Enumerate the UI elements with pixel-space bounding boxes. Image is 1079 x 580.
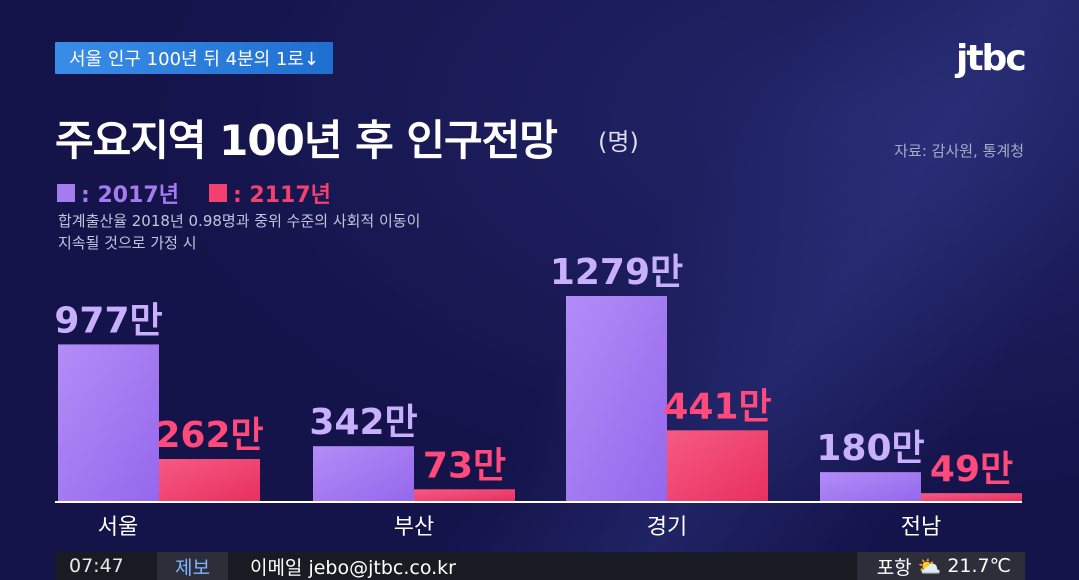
legend-swatch-2017 xyxy=(57,184,75,202)
data-label-2117-0: 262만 xyxy=(155,415,263,456)
data-label-2017-0: 977만 xyxy=(54,300,162,341)
category-label-3: 전남 xyxy=(901,515,941,540)
data-label-2017-2: 1279만 xyxy=(550,252,683,293)
data-label-2117-1: 73만 xyxy=(423,445,506,486)
category-label-1: 부산 xyxy=(394,515,434,540)
bar-2017-3 xyxy=(820,472,921,501)
legend-swatch-2117 xyxy=(208,184,227,202)
unit-label: (명) xyxy=(598,128,639,156)
weather-city: 포항 xyxy=(876,556,912,579)
category-label-0: 서울 xyxy=(98,515,138,540)
data-label-2117-2: 441만 xyxy=(663,386,771,427)
bar-2017-1 xyxy=(313,446,414,501)
legend-item-2017: : 2017년 xyxy=(57,177,179,209)
weather-temp: 21.7℃ xyxy=(947,555,1011,577)
bar-2117-2 xyxy=(667,430,768,501)
note-line-2: 지속될 것으로 가정 시 xyxy=(58,234,197,252)
news-ticker: 07:47 제보 이메일 jebo@jtbc.co.kr 포항 ⛅ 21.7℃ xyxy=(55,552,1025,580)
note-line-1: 합계출산율 2018년 0.98명과 중위 수준의 사회적 이동이 xyxy=(58,212,421,230)
bar-2017-2 xyxy=(566,296,667,501)
legend-item-2117: : 2117년 xyxy=(208,177,331,209)
ticker-time: 07:47 xyxy=(69,555,124,577)
chart-title: 주요지역 100년 후 인구전망 xyxy=(55,116,558,165)
legend-label-2117: : 2117년 xyxy=(232,183,331,208)
assumption-note: 합계출산율 2018년 0.98명과 중위 수준의 사회적 이동이 지속될 것으… xyxy=(58,210,498,254)
bar-2117-3 xyxy=(921,493,1022,501)
ticker-message: 이메일 jebo@jtbc.co.kr xyxy=(249,556,456,579)
cloud-sun-icon: ⛅ xyxy=(917,555,942,578)
topic-banner: 서울 인구 100년 뒤 4분의 1로↓ xyxy=(55,42,333,74)
data-label-2117-3: 49만 xyxy=(930,449,1013,490)
data-label-2017-1: 342만 xyxy=(309,402,417,443)
ticker-tag: 제보 xyxy=(157,552,228,580)
bar-2017-0 xyxy=(58,344,159,501)
bar-2117-0 xyxy=(159,459,260,501)
weather-widget: 포항 ⛅ 21.7℃ xyxy=(856,552,1025,580)
legend: : 2017년 : 2117년 xyxy=(57,177,361,209)
data-label-2017-3: 180만 xyxy=(816,428,924,469)
topic-text: 서울 인구 100년 뒤 4분의 1로↓ xyxy=(69,49,319,70)
bar-2117-1 xyxy=(414,489,515,501)
jtbc-logo: jtbc xyxy=(956,38,1027,79)
category-label-2: 경기 xyxy=(647,515,687,540)
source-note: 자료: 감사원, 통계청 xyxy=(894,142,1024,160)
legend-label-2017: : 2017년 xyxy=(81,183,179,208)
